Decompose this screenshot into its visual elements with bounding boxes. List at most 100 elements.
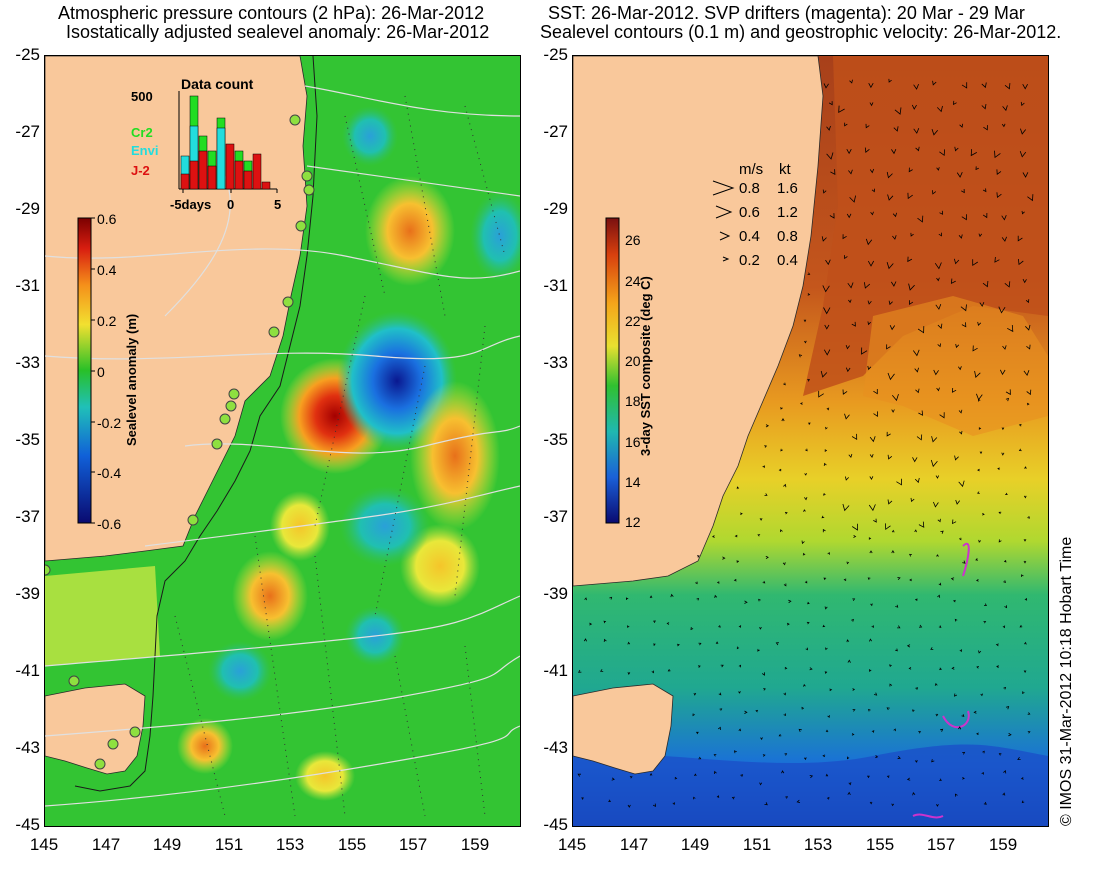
velocity-arrow	[950, 278, 956, 284]
velocity-arrow	[955, 343, 960, 349]
velocity-arrow	[690, 627, 694, 631]
velocity-arrow	[760, 737, 763, 741]
velocity-arrow	[915, 687, 919, 690]
velocity-arrow	[829, 213, 835, 219]
cyan-patch-south	[208, 641, 272, 701]
data-count-inset	[178, 91, 278, 193]
velocity-arrow	[983, 801, 987, 805]
velocity-arrow	[873, 411, 878, 418]
left-x-tick-0: 145	[29, 835, 59, 854]
velocity-arrow	[888, 300, 893, 306]
velocity-arrow	[934, 682, 938, 686]
sealevel-anomaly-svg	[45, 56, 520, 826]
velocity-arrow	[954, 618, 958, 622]
inset-title: Data count	[181, 76, 254, 92]
velocity-arrow	[951, 387, 957, 393]
velocity-arrow	[1026, 402, 1030, 406]
velocity-arrow	[1017, 235, 1023, 242]
velocity-arrow	[893, 728, 896, 732]
velocity-arrow	[937, 594, 941, 598]
velocity-arrow	[822, 624, 826, 628]
velocity-arrow	[957, 366, 962, 371]
velocity-arrow	[764, 445, 768, 448]
velocity-arrow	[939, 149, 945, 157]
velocity-arrow	[1002, 625, 1006, 629]
velocity-arrow	[998, 753, 1002, 756]
velocity-arrow	[759, 517, 763, 521]
velocity-arrow	[865, 123, 870, 129]
velocity-arrow	[955, 499, 961, 505]
velocity-arrow	[784, 753, 788, 756]
velocity-legend-ms-2: 0.4	[739, 228, 760, 245]
sst-cbar-tick-6: 14	[625, 474, 641, 490]
cyan-patch-north	[342, 106, 398, 166]
velocity-arrow	[823, 462, 827, 466]
right-x-tick-5: 155	[865, 835, 895, 854]
velocity-arrow	[912, 457, 918, 463]
velocity-arrow	[846, 561, 850, 565]
velocity-arrow	[783, 583, 787, 587]
velocity-arrow	[909, 578, 912, 582]
velocity-arrow	[734, 534, 738, 538]
velocity-arrow	[803, 757, 807, 761]
velocity-arrow	[981, 82, 987, 89]
shelf-contour	[74, 56, 318, 792]
velocity-arrow	[936, 387, 940, 392]
velocity-arrow	[918, 410, 924, 416]
velocity-arrow	[959, 123, 964, 128]
velocity-arrow	[738, 625, 742, 628]
velocity-arrow	[738, 728, 742, 732]
velocity-arrow	[822, 528, 826, 533]
velocity-arrow	[848, 169, 853, 175]
left-y-tick-8: -41	[15, 661, 40, 680]
velocity-arrow	[829, 688, 833, 692]
velocity-arrow	[896, 478, 902, 486]
velocity-arrow	[908, 666, 912, 670]
svp-drifter-tracks	[912, 542, 970, 819]
velocity-arrow	[933, 369, 939, 376]
sst-svg	[573, 56, 1048, 826]
right-x-tick-3: 151	[742, 835, 772, 854]
left-x-tick-4: 153	[275, 835, 305, 854]
velocity-arrow	[958, 537, 962, 541]
velocity-arrow	[910, 497, 915, 503]
velocity-arrow	[764, 802, 768, 806]
velocity-arrow	[1003, 559, 1007, 563]
velocity-arrow	[720, 664, 724, 668]
inset-bars	[180, 95, 271, 190]
velocity-arrow	[783, 382, 786, 386]
velocity-arrow	[911, 709, 915, 713]
velocity-arrow	[849, 195, 856, 203]
velocity-arrow	[938, 625, 942, 628]
velocity-arrow	[1020, 101, 1025, 107]
velocity-arrow	[974, 370, 981, 379]
velocity-arrow	[1005, 706, 1010, 710]
velocity-arrow	[892, 235, 897, 240]
right-y-tick-3: -31	[543, 276, 568, 295]
velocity-arrow	[627, 804, 631, 808]
velocity-arrow	[930, 459, 938, 468]
velocity-arrow	[961, 322, 967, 328]
velocity-arrow	[589, 622, 593, 626]
velocity-arrow	[796, 799, 801, 803]
inset-x-tick-1: 0	[227, 197, 235, 212]
velocity-arrow	[803, 683, 806, 687]
velocity-arrow	[887, 499, 893, 505]
velocity-arrow	[978, 233, 983, 238]
velocity-arrow	[871, 625, 875, 628]
velocity-arrow	[981, 104, 987, 110]
velocity-arrow	[1021, 574, 1024, 578]
velocity-arrow	[822, 189, 827, 194]
velocity-arrow	[784, 511, 788, 515]
velocity-arrow	[996, 169, 1002, 175]
velocity-arrow	[1027, 731, 1031, 734]
velocity-arrow	[1001, 452, 1005, 456]
velocity-arrow	[940, 728, 944, 732]
right-x-tick-6: 157	[926, 835, 956, 854]
velocity-arrow	[871, 730, 875, 733]
velocity-arrow	[847, 791, 851, 795]
velocity-arrow	[826, 125, 831, 131]
velocity-arrow	[1024, 641, 1027, 645]
warm-eddy-east	[410, 381, 500, 531]
mainland-australia-sst	[573, 56, 824, 587]
